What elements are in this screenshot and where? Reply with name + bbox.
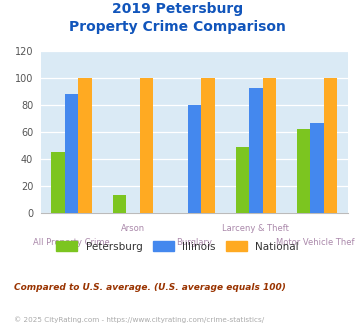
Bar [113, 195, 126, 213]
Text: Burglary: Burglary [176, 238, 212, 247]
Legend: Petersburg, Illinois, National: Petersburg, Illinois, National [56, 241, 299, 252]
Text: Compared to U.S. average. (U.S. average equals 100): Compared to U.S. average. (U.S. average … [14, 283, 286, 292]
Text: © 2025 CityRating.com - https://www.cityrating.com/crime-statistics/: © 2025 CityRating.com - https://www.city… [14, 317, 264, 323]
Text: Motor Vehicle Theft: Motor Vehicle Theft [277, 238, 355, 247]
Text: Arson: Arson [121, 224, 145, 233]
Text: 2019 Petersburg: 2019 Petersburg [112, 2, 243, 16]
Text: All Property Crime: All Property Crime [33, 238, 110, 247]
Bar [249, 87, 263, 213]
Bar [263, 78, 276, 213]
Bar [324, 78, 338, 213]
Bar [140, 78, 153, 213]
Text: Larceny & Theft: Larceny & Theft [222, 224, 289, 233]
Bar [297, 129, 310, 213]
Bar [65, 94, 78, 213]
Bar [187, 105, 201, 213]
Bar [310, 122, 324, 213]
Text: Property Crime Comparison: Property Crime Comparison [69, 20, 286, 34]
Bar [235, 147, 249, 213]
Bar [201, 78, 215, 213]
Bar [51, 152, 65, 213]
Bar [78, 78, 92, 213]
